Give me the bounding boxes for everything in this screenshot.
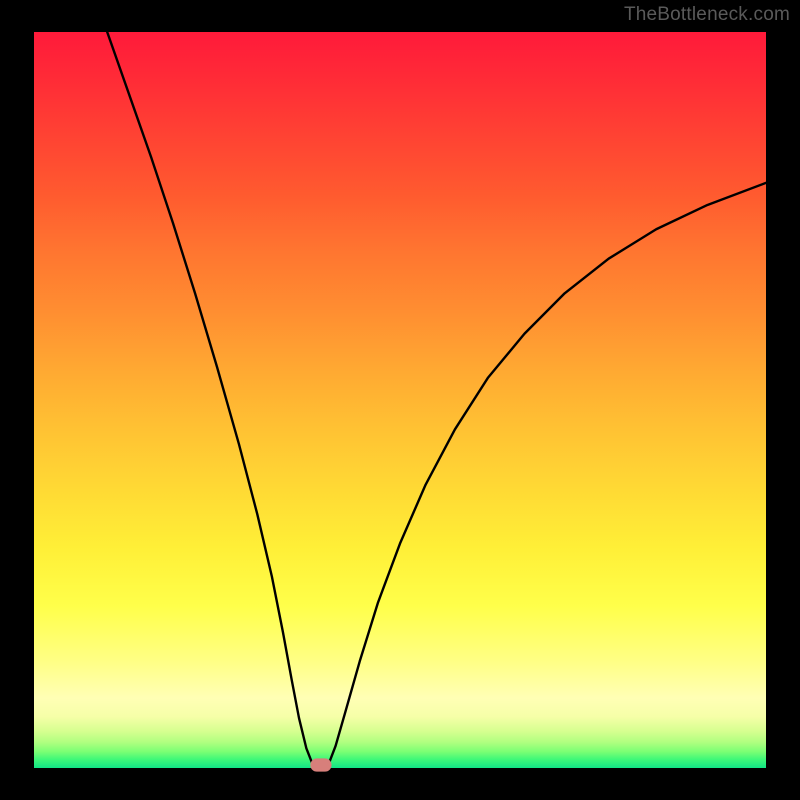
chart-frame: [0, 0, 800, 800]
bottleneck-chart: [0, 0, 800, 800]
optimal-point-marker: [310, 758, 331, 771]
watermark-text: TheBottleneck.com: [624, 4, 790, 26]
